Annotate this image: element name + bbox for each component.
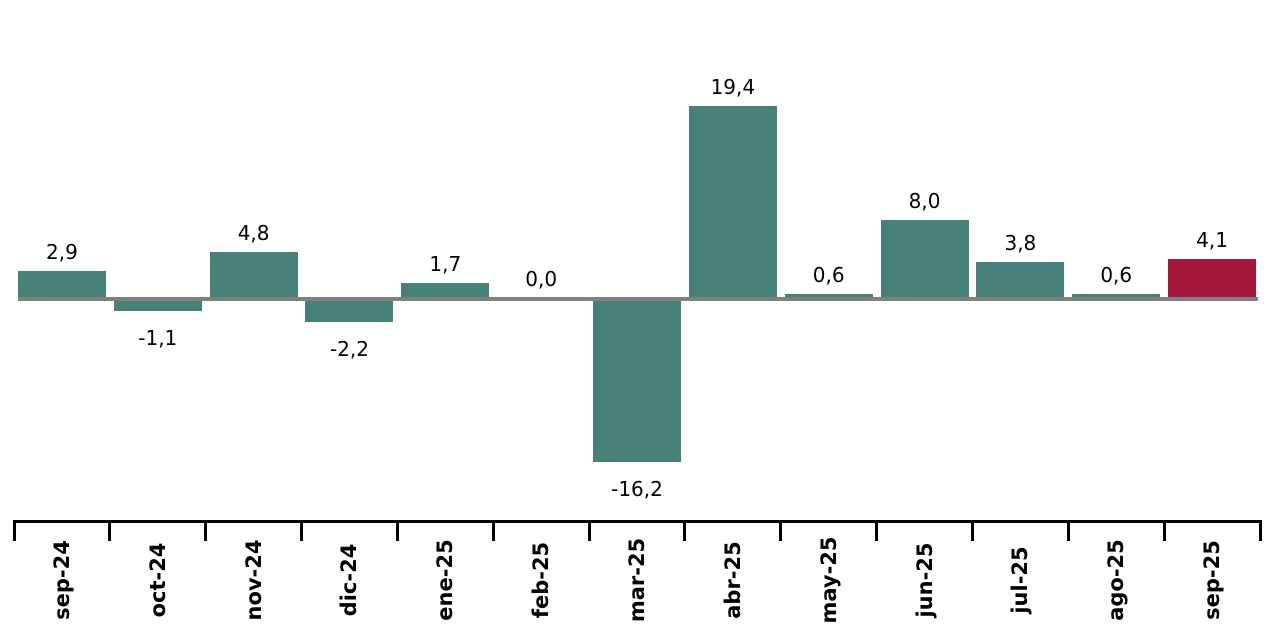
bar-abr-25 (688, 106, 777, 300)
axis-tick-mark (204, 520, 208, 541)
x-tick-label-jul-25: jul-25 (972, 533, 1068, 627)
x-tick-label-text: feb-25 (529, 541, 554, 619)
x-tick-label-text: abr-25 (720, 541, 745, 619)
axis-tick-mark (587, 520, 591, 541)
bar-jul-25 (976, 262, 1065, 300)
x-tick-label-text: may-25 (816, 536, 841, 624)
value-label-jun-25: 8,0 (908, 189, 941, 213)
x-tick-label-nov-24: nov-24 (206, 533, 302, 627)
axis-tick-mark (875, 520, 879, 541)
x-tick-label-feb-25: feb-25 (493, 533, 589, 627)
axis-tick-mark (395, 520, 399, 541)
value-label-abr-25: 19,4 (710, 75, 756, 99)
x-tick-label-abr-25: abr-25 (685, 533, 781, 627)
axis-tick-mark (1258, 520, 1262, 541)
value-label-nov-24: 4,8 (237, 221, 270, 245)
value-label-sep-24: 2,9 (46, 240, 78, 264)
axis-tick-mark (1162, 520, 1166, 541)
value-label-dic-24: -2,2 (329, 337, 369, 361)
category-axis-line (14, 520, 1260, 523)
value-label-ene-25: 1,7 (429, 252, 462, 276)
value-label-oct-24: -1,1 (138, 326, 178, 350)
axis-tick-mark (12, 520, 16, 541)
value-label-ago-25: 0,6 (1100, 263, 1133, 287)
zero-axis-line (18, 297, 1258, 301)
x-tick-label-text: ene-25 (433, 539, 458, 621)
x-tick-label-ago-25: ago-25 (1068, 533, 1164, 627)
x-tick-label-text: sep-24 (49, 540, 74, 620)
x-tick-label-text: mar-25 (624, 537, 649, 623)
x-tick-label-text: nov-24 (241, 539, 266, 621)
axis-tick-mark (779, 520, 783, 541)
bar-ene-25 (401, 283, 490, 300)
x-tick-label-sep-24: sep-24 (14, 533, 110, 627)
axis-tick-mark (108, 520, 112, 541)
x-tick-label-jun-25: jun-25 (877, 533, 973, 627)
x-tick-label-sep-25: sep-25 (1164, 533, 1260, 627)
bar-nov-24 (209, 252, 298, 300)
x-tick-label-text: jul-25 (1008, 546, 1033, 614)
axis-tick-mark (491, 520, 495, 541)
x-tick-label-dic-24: dic-24 (302, 533, 398, 627)
value-label-sep-25: 4,1 (1196, 228, 1228, 252)
x-tick-label-oct-24: oct-24 (110, 533, 206, 627)
bar-oct-24 (113, 300, 202, 311)
bar-jun-25 (880, 220, 969, 300)
value-label-mar-25: -16,2 (611, 477, 663, 501)
value-label-jul-25: 3,8 (1004, 231, 1037, 255)
x-tick-label-text: jun-25 (912, 542, 937, 618)
x-tick-label-text: oct-24 (145, 542, 170, 618)
bar-sep-24 (17, 271, 106, 300)
x-tick-label-text: dic-24 (337, 543, 362, 617)
x-tick-label-text: sep-25 (1200, 540, 1225, 620)
axis-tick-mark (300, 520, 304, 541)
axis-tick-mark (683, 520, 687, 541)
bar-mar-25 (593, 300, 681, 462)
bar-dic-24 (305, 300, 394, 322)
value-label-feb-25: 0,0 (525, 267, 558, 291)
x-tick-label-may-25: may-25 (781, 533, 877, 627)
x-tick-label-text: ago-25 (1104, 539, 1129, 621)
axis-tick-mark (1066, 520, 1070, 541)
x-tick-label-ene-25: ene-25 (397, 533, 493, 627)
x-tick-label-mar-25: mar-25 (589, 533, 685, 627)
bar-sep-25 (1168, 259, 1257, 300)
value-label-may-25: 0,6 (812, 263, 845, 287)
axis-tick-mark (970, 520, 974, 541)
